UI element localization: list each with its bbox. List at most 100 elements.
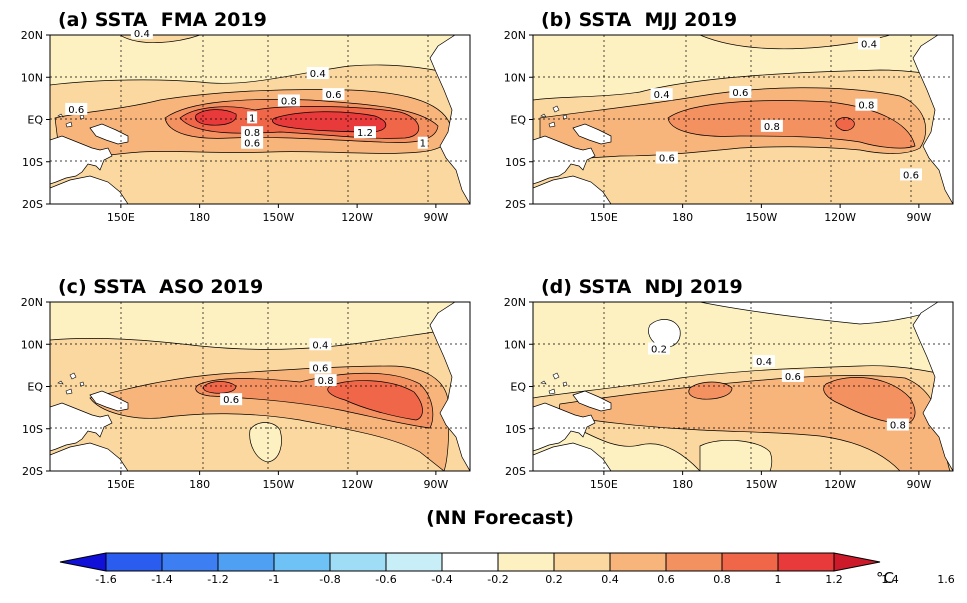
colorbar-swatch [161,552,219,572]
lon-tick-label: 90W [423,211,448,224]
contour-label: 0.8 [764,122,780,133]
land-new-guinea [572,123,612,145]
lon-tick-label: 150W [745,211,777,224]
land-islands [540,372,568,395]
contour-label-bg [729,86,752,99]
lat-tick-label: 20N [504,296,526,309]
contour-label-bg [65,102,88,115]
sst-fill-0.4-north [699,35,891,50]
lat-tick-label: 20N [504,29,526,42]
lon-tick-label: 150E [107,211,135,224]
colorbar-unit: °C [876,569,894,587]
sst-fill-1 [327,380,423,421]
contour-label-bg [650,88,673,101]
land-maritime-continent [50,135,113,185]
graticule [50,35,470,204]
land-australia [533,442,612,471]
contour-label-bg [241,126,264,139]
land-islands [540,105,568,128]
lat-tick-label: 20S [22,198,43,211]
colorbar-max-arrow [833,552,881,572]
colorbar-swatch [609,552,667,572]
contour-label: 0.2 [651,344,667,355]
axis-labels: 20N 10N EQ 10S 20S 150E 180 150W 120W 90W 20N 10N EQ… [21,29,932,491]
contour-label: 0.8 [858,101,874,112]
forecast-caption: (NN Forecast) [426,507,574,529]
contour-label-bg [781,369,804,382]
panel-a-title: (a) SSTA FMA 2019 [58,9,267,31]
lat-tick-label: 10N [21,338,43,351]
colorbar-swatch [497,552,555,572]
contour-label: 0.8 [281,96,297,107]
panel-b-contour-labels: 0.4 0.4 0.6 0.8 0.8 0.6 0.6 [650,37,922,181]
contour-label-bg [354,126,376,139]
land-maritime-continent [533,135,596,185]
contour-label: 0.8 [318,376,334,387]
colorbar-level-label: -0.8 [319,573,340,586]
contour-label-bg [900,168,922,181]
lon-tick-label: 120W [824,478,856,491]
lat-tick-label: 20S [505,198,526,211]
land-maritime-continent [50,402,113,452]
contour-label: 0.4 [312,340,328,351]
colorbar-level-label: -1.2 [207,573,228,586]
lon-tick-label: 90W [906,211,931,224]
contour-label-bg [886,418,909,431]
contour-label: 0.6 [223,395,239,406]
lat-tick-label: 20S [22,465,43,478]
colorbar-level-label: 0.2 [545,573,563,586]
lat-tick-label: EQ [510,114,526,127]
contour-label-bg [309,361,332,374]
colorbar-swatch [441,552,499,572]
contour-label-bg [417,136,428,149]
contour-label-bg [648,342,670,355]
colorbar-level-label: 0.8 [713,573,731,586]
colorbar-level-label: 1.2 [825,573,843,586]
colorbar-level-label: -1.6 [95,573,116,586]
lon-tick-label: 150E [590,478,618,491]
contour-label-bg [753,355,775,368]
lon-tick-label: 180 [672,478,693,491]
contour-label-bg [314,374,337,387]
lon-tick-label: 150E [590,211,618,224]
colorbar-level-label: 1.6 [937,573,955,586]
colorbar-level-label: -0.6 [375,573,396,586]
sst-fill-0.8 [667,100,916,149]
contour-label-bg [220,393,243,406]
graticule [50,302,470,471]
land-new-guinea [89,123,129,145]
land-australia [50,442,129,471]
contour-label: 0.6 [312,363,328,374]
contour-label: 0.4 [134,29,150,40]
colorbar-swatch [217,552,275,572]
contour-label: 0.6 [785,372,801,383]
contour-label: 1 [249,113,255,124]
contour-label-bg [241,136,264,149]
panel-d-map: 0.2 0.4 0.6 0.8 [532,301,954,472]
lat-tick-label: EQ [27,114,43,127]
land-new-guinea [572,390,612,412]
sst-white-patch-north [648,319,681,348]
colorbar-swatch [273,552,331,572]
panel-c-contour-labels: 0.4 0.6 0.8 0.6 [220,338,337,406]
sst-fill-1-west [203,381,237,394]
contour-label-bg [130,26,153,39]
lat-tick-label: 10S [505,156,526,169]
colorbar-level-label: -1.4 [151,573,172,586]
land-maritime-continent [533,402,596,452]
lat-tick-label: 10S [505,423,526,436]
contour-label-bg [855,98,878,111]
contour-label: 1.2 [357,128,373,139]
land-new-guinea [89,390,129,412]
sst-fill-1.2-west [195,109,237,126]
panel-b-map: 0.4 0.4 0.6 0.8 0.8 0.6 0.6 [532,34,954,205]
lat-tick-label: 20N [21,29,43,42]
colorbar-swatch [777,552,835,572]
contour-label-bg [655,151,678,164]
lat-tick-label: 10N [21,71,43,84]
contour-label-bg [322,88,345,101]
contour-label: 0.4 [654,90,670,101]
lon-tick-label: 150E [107,478,135,491]
contour-label-bg [306,67,329,80]
